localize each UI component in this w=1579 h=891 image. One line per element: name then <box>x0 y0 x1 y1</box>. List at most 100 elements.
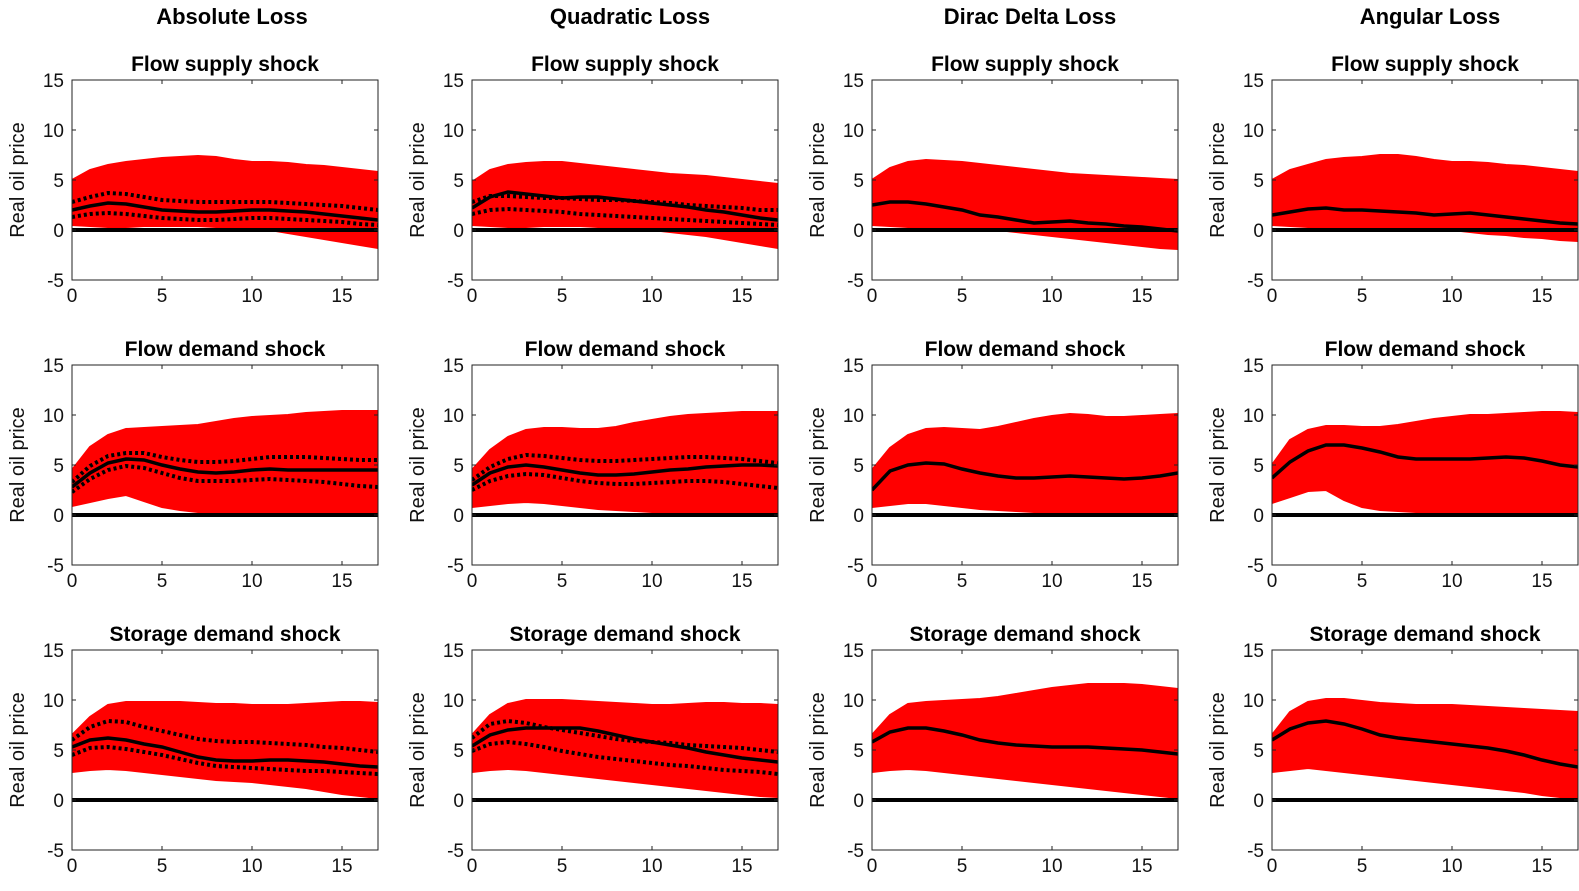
y-tick-label: 5 <box>453 456 464 477</box>
response-band <box>72 701 378 800</box>
y-tick-label: 5 <box>1253 741 1264 762</box>
x-tick-label: 5 <box>957 856 968 877</box>
median-line <box>1272 719 1578 769</box>
y-tick-label: 5 <box>453 741 464 762</box>
y-tick-label: 10 <box>1243 121 1264 142</box>
response-band <box>472 699 778 799</box>
response-band <box>1272 411 1578 514</box>
panel-data <box>72 154 378 250</box>
response-band <box>1272 154 1578 243</box>
y-tick-label: 5 <box>453 171 464 192</box>
upper-dotted-line <box>72 451 378 484</box>
response-band <box>872 683 1178 800</box>
x-tick-label: 0 <box>67 571 78 592</box>
x-tick-label: 15 <box>331 856 352 877</box>
y-tick-label: 0 <box>453 791 464 812</box>
y-tick-label: 0 <box>53 221 64 242</box>
y-tick-label: 15 <box>1243 71 1264 92</box>
panel-title: Flow supply shock <box>931 53 1119 76</box>
x-tick-label: 10 <box>241 571 262 592</box>
y-tick-label: 10 <box>43 121 64 142</box>
median-line <box>1272 443 1578 480</box>
y-tick-label: 0 <box>453 221 464 242</box>
x-tick-label: 0 <box>867 286 878 307</box>
upper-dotted-line <box>72 718 378 754</box>
y-tick-label: 15 <box>43 356 64 377</box>
median-line <box>872 461 1178 492</box>
y-tick-label: 15 <box>843 641 864 662</box>
panel-data <box>1272 698 1578 802</box>
x-tick-label: 15 <box>731 856 752 877</box>
y-axis-label: Real oil price <box>407 407 429 523</box>
x-tick-label: 10 <box>1441 571 1462 592</box>
y-tick-label: 10 <box>443 691 464 712</box>
x-tick-label: 10 <box>641 571 662 592</box>
x-tick-label: 10 <box>1041 856 1062 877</box>
x-tick-label: 5 <box>157 856 168 877</box>
x-tick-label: 0 <box>67 286 78 307</box>
panel-title: Flow demand shock <box>525 338 726 361</box>
y-axis-label: Real oil price <box>1207 407 1229 523</box>
y-tick-label: 0 <box>53 791 64 812</box>
x-tick-label: 10 <box>241 856 262 877</box>
panel-title: Flow supply shock <box>1331 53 1519 76</box>
y-tick-label: 0 <box>1253 791 1264 812</box>
median-line <box>72 736 378 769</box>
y-tick-label: -5 <box>47 271 64 292</box>
y-tick-label: -5 <box>1247 556 1264 577</box>
x-tick-label: 5 <box>157 286 168 307</box>
panel-data <box>472 411 778 517</box>
y-tick-label: 0 <box>453 506 464 527</box>
panel-data <box>472 699 778 802</box>
y-tick-label: 15 <box>443 641 464 662</box>
lower-dotted-line <box>72 744 378 776</box>
lower-dotted-line <box>472 739 778 776</box>
x-tick-label: 0 <box>67 856 78 877</box>
y-tick-label: -5 <box>47 556 64 577</box>
response-band <box>72 154 378 250</box>
x-tick-label: 15 <box>331 571 352 592</box>
response-band <box>472 411 778 514</box>
x-tick-label: 10 <box>241 286 262 307</box>
median-line <box>1272 206 1578 226</box>
y-tick-label: -5 <box>47 841 64 862</box>
x-tick-label: 5 <box>1357 286 1368 307</box>
panel-title: Flow demand shock <box>1325 338 1526 361</box>
lower-dotted-line <box>472 471 778 492</box>
y-tick-label: 5 <box>53 456 64 477</box>
x-tick-label: 15 <box>331 286 352 307</box>
x-tick-label: 15 <box>1531 856 1552 877</box>
panel-data <box>872 412 1178 517</box>
response-band <box>472 161 778 250</box>
y-tick-label: 10 <box>843 406 864 427</box>
y-tick-label: 0 <box>1253 506 1264 527</box>
y-tick-label: -5 <box>1247 841 1264 862</box>
y-tick-label: 15 <box>843 71 864 92</box>
y-tick-label: 5 <box>1253 456 1264 477</box>
x-tick-label: 10 <box>641 286 662 307</box>
x-tick-label: 0 <box>467 286 478 307</box>
panel-title: Flow supply shock <box>131 53 319 76</box>
median-line <box>72 201 378 222</box>
y-tick-label: -5 <box>447 556 464 577</box>
y-tick-label: 5 <box>853 741 864 762</box>
x-tick-label: 15 <box>731 286 752 307</box>
x-tick-label: 0 <box>467 571 478 592</box>
y-tick-label: -5 <box>847 556 864 577</box>
x-tick-label: 0 <box>1267 571 1278 592</box>
panel-title: Storage demand shock <box>109 623 340 646</box>
y-axis-label: Real oil price <box>807 407 829 523</box>
x-tick-label: 10 <box>1041 286 1062 307</box>
median-line <box>72 457 378 489</box>
y-tick-label: -5 <box>1247 271 1264 292</box>
x-tick-label: 0 <box>1267 286 1278 307</box>
